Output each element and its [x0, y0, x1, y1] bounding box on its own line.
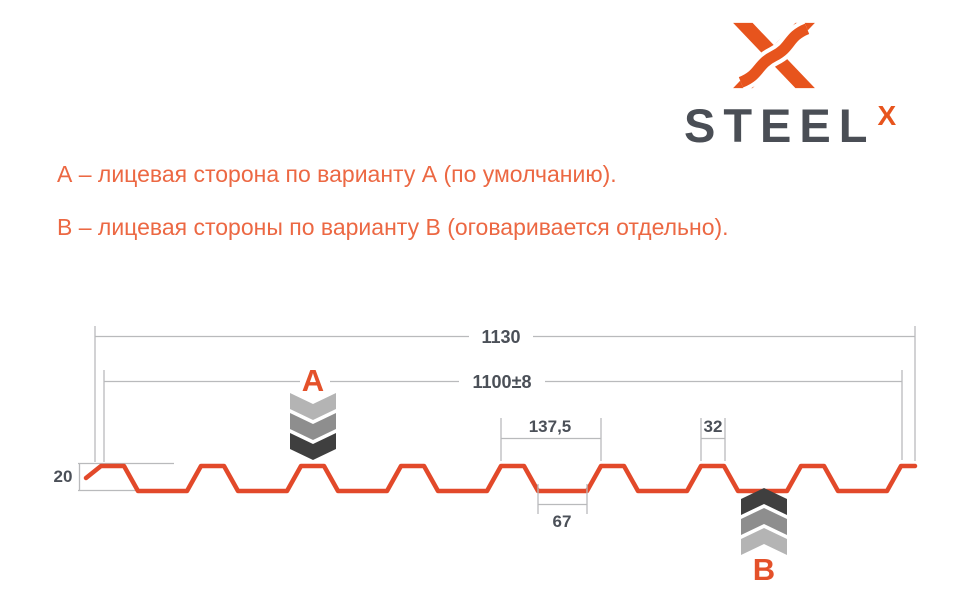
logo-suffix-x: X [877, 100, 897, 131]
dim-rib-pitch: 137,5 [500, 417, 602, 461]
side-b-letter: B [753, 552, 775, 587]
variant-b-note: В – лицевая стороны по варианту В (огова… [57, 214, 729, 240]
dim-crest-width-value: 32 [704, 417, 723, 436]
sheet-profile-line [83, 463, 918, 494]
variant-a-note: А – лицевая сторона по варианту А (по ум… [57, 161, 617, 187]
chevron-down-icon [290, 393, 336, 420]
side-a-letter: A [302, 363, 324, 398]
dim-rib-pitch-value: 137,5 [529, 417, 572, 436]
dim-crest-width: 32 [700, 417, 726, 461]
logo-wordmark: STEELX [684, 99, 897, 152]
chevron-down-icon [290, 413, 336, 440]
logo-swoosh [738, 23, 810, 88]
dim-profile-height: 20 [54, 462, 179, 492]
steelx-logo-icon [733, 20, 815, 92]
steelx-logo: STEELX [678, 14, 918, 154]
side-a-marker: A [290, 363, 336, 460]
dim-overall-width-value: 1130 [481, 327, 520, 347]
dim-valley-width: 67 [537, 484, 588, 531]
chevron-down-icon [290, 433, 336, 460]
dim-working-width-value: 1100±8 [473, 372, 532, 392]
chevron-up-icon [741, 488, 787, 515]
side-b-marker: B [741, 488, 787, 587]
logo-brand-text: STEEL [684, 99, 876, 152]
chevron-up-icon [741, 528, 787, 555]
dim-working-width: 1100±8 [103, 370, 903, 462]
dim-overall-width: 1130 [94, 326, 916, 462]
chevron-up-icon [741, 508, 787, 535]
dim-profile-height-value: 20 [54, 467, 73, 486]
dim-valley-width-value: 67 [553, 512, 572, 531]
